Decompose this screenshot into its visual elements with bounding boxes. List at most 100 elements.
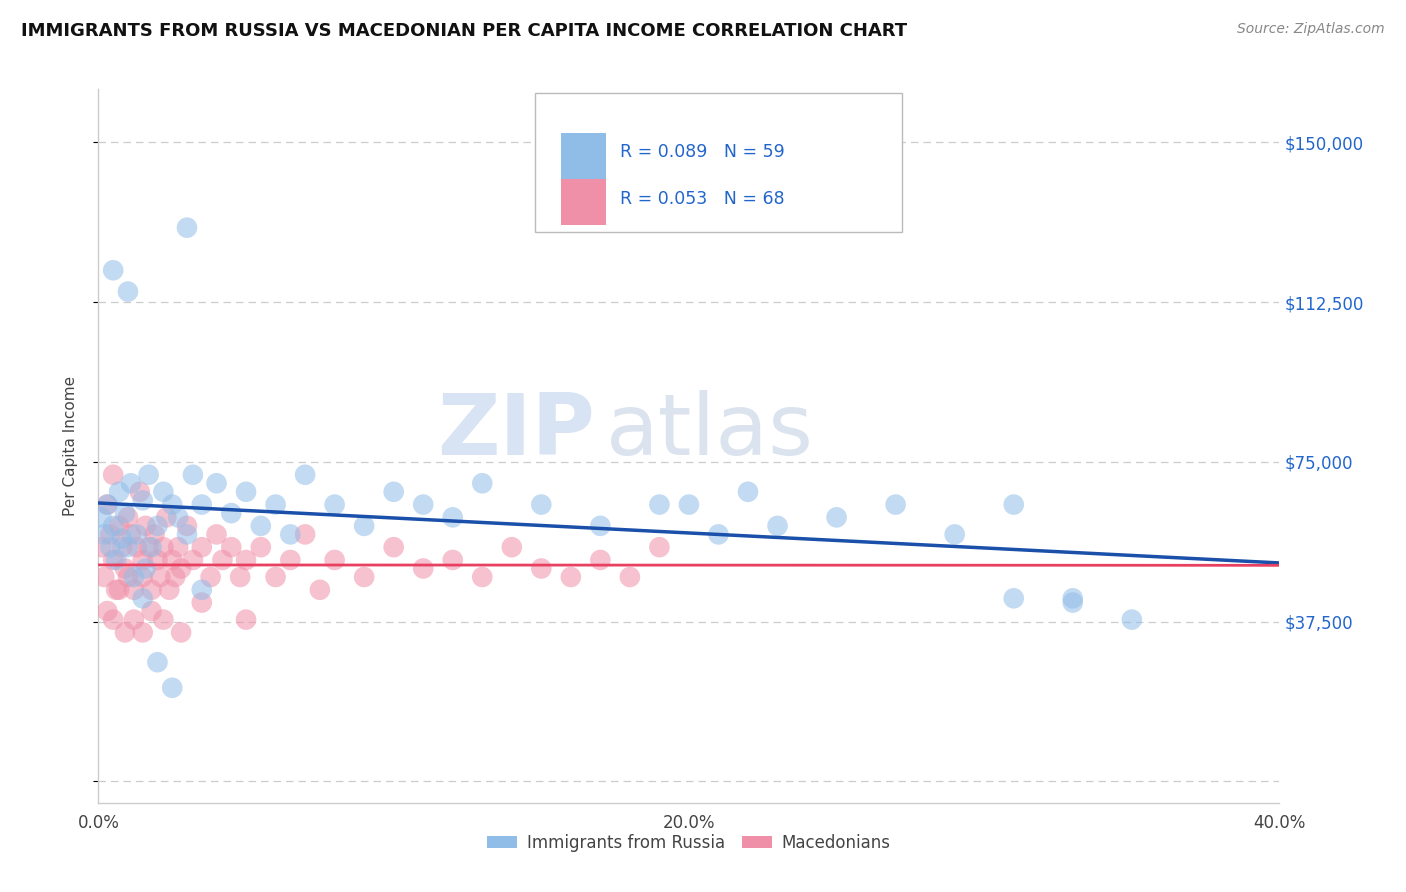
- Y-axis label: Per Capita Income: Per Capita Income: [63, 376, 77, 516]
- Point: [117, 285, 139, 299]
- Point: [191, 498, 214, 512]
- Point: [108, 582, 131, 597]
- Point: [132, 493, 155, 508]
- Point: [141, 540, 163, 554]
- Point: [176, 527, 198, 541]
- Point: [412, 561, 434, 575]
- Point: [138, 540, 160, 554]
- Point: [309, 582, 332, 597]
- Point: [707, 527, 730, 541]
- Point: [120, 476, 142, 491]
- Point: [120, 527, 142, 541]
- Point: [530, 498, 553, 512]
- Point: [170, 625, 193, 640]
- FancyBboxPatch shape: [536, 93, 901, 232]
- Point: [191, 596, 214, 610]
- Text: ZIP: ZIP: [437, 390, 595, 474]
- Point: [98, 527, 121, 541]
- Point: [280, 527, 302, 541]
- Point: [93, 527, 115, 541]
- Point: [146, 655, 169, 669]
- Point: [114, 625, 136, 640]
- Point: [181, 467, 204, 482]
- Point: [294, 527, 316, 541]
- Text: Source: ZipAtlas.com: Source: ZipAtlas.com: [1237, 22, 1385, 37]
- Point: [678, 498, 700, 512]
- Point: [132, 625, 155, 640]
- Point: [122, 613, 145, 627]
- Point: [152, 540, 174, 554]
- Point: [353, 519, 375, 533]
- Point: [471, 570, 494, 584]
- Point: [103, 519, 125, 533]
- Point: [353, 570, 375, 584]
- Point: [412, 498, 434, 512]
- Point: [167, 510, 190, 524]
- Text: R = 0.053   N = 68: R = 0.053 N = 68: [620, 190, 785, 208]
- Point: [221, 540, 243, 554]
- Point: [323, 498, 346, 512]
- Point: [108, 484, 131, 499]
- Point: [205, 476, 228, 491]
- Point: [135, 519, 157, 533]
- Point: [1121, 613, 1143, 627]
- Point: [114, 506, 136, 520]
- Point: [560, 570, 582, 584]
- Point: [648, 540, 671, 554]
- FancyBboxPatch shape: [561, 133, 606, 179]
- Point: [122, 582, 145, 597]
- Point: [441, 510, 464, 524]
- Point: [648, 498, 671, 512]
- Point: [323, 553, 346, 567]
- Point: [181, 553, 204, 567]
- Point: [264, 498, 287, 512]
- Point: [619, 570, 641, 584]
- Text: atlas: atlas: [606, 390, 814, 474]
- Point: [264, 570, 287, 584]
- Point: [205, 527, 228, 541]
- Point: [117, 510, 139, 524]
- Point: [155, 510, 177, 524]
- Point: [382, 540, 405, 554]
- Point: [114, 561, 136, 575]
- Point: [141, 582, 163, 597]
- Point: [1062, 596, 1084, 610]
- Point: [530, 561, 553, 575]
- Point: [441, 553, 464, 567]
- Point: [132, 591, 155, 606]
- Point: [132, 553, 155, 567]
- Point: [103, 613, 125, 627]
- Point: [105, 582, 128, 597]
- Point: [125, 540, 148, 554]
- Point: [176, 519, 198, 533]
- Point: [235, 613, 257, 627]
- Point: [221, 506, 243, 520]
- Point: [165, 570, 187, 584]
- Point: [96, 498, 118, 512]
- Point: [294, 467, 316, 482]
- Point: [135, 561, 157, 575]
- Point: [128, 484, 150, 499]
- Point: [501, 540, 523, 554]
- Point: [250, 519, 273, 533]
- Point: [111, 532, 134, 546]
- Point: [138, 467, 160, 482]
- Point: [96, 604, 118, 618]
- Point: [93, 570, 115, 584]
- Point: [191, 582, 214, 597]
- Point: [157, 582, 180, 597]
- Point: [103, 467, 125, 482]
- Point: [103, 263, 125, 277]
- Point: [146, 553, 169, 567]
- Point: [149, 570, 172, 584]
- Point: [1062, 591, 1084, 606]
- Point: [117, 540, 139, 554]
- Point: [108, 519, 131, 533]
- Text: R = 0.089   N = 59: R = 0.089 N = 59: [620, 144, 785, 161]
- Point: [191, 540, 214, 554]
- Point: [229, 570, 252, 584]
- Point: [90, 540, 112, 554]
- Point: [589, 553, 612, 567]
- Point: [1002, 591, 1025, 606]
- Point: [884, 498, 907, 512]
